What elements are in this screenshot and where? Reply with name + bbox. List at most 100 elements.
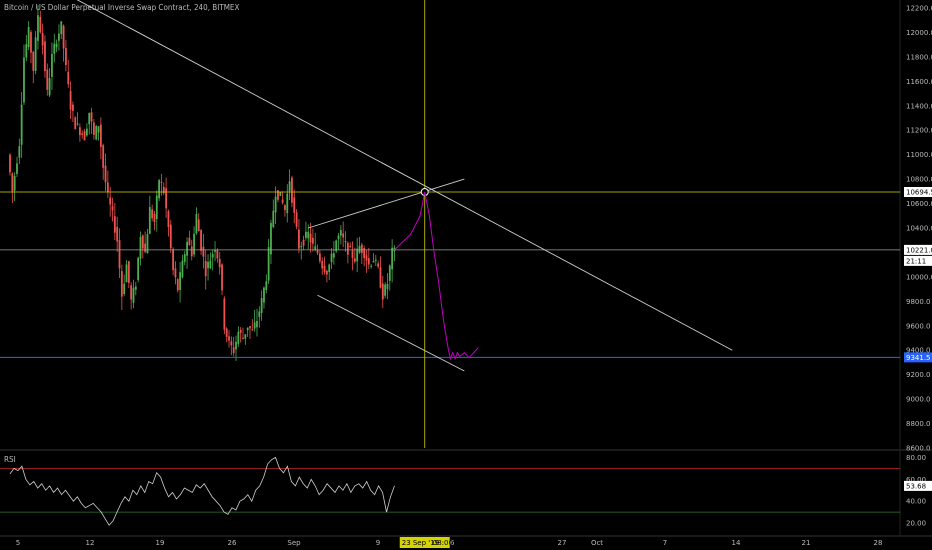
candle-body [125,264,128,283]
x-tick-label: 16 [446,539,455,547]
x-tick-label: Sep [287,539,301,547]
candle-body [37,15,39,41]
tag-bg [904,352,932,363]
candle-body [270,223,272,255]
candle-body [372,261,375,263]
y-tick-label: 9400.0 [906,347,931,355]
candle-body [95,126,98,140]
candle-body [111,206,114,211]
candle-body [256,320,258,328]
candle-body [230,341,233,346]
y-tick-label: 9200.0 [906,371,931,379]
candle-body [265,281,268,290]
y-tick-label: 11200.0 [906,127,932,135]
candle-body [374,259,377,261]
candle-body [148,207,151,234]
candle-body [235,341,237,350]
candle-body [281,199,284,203]
candle-body [228,336,230,341]
candle-body [181,260,184,278]
candle-body [381,283,384,300]
trendline-descending-resistance [76,0,733,351]
candle-body [186,241,188,256]
price-tags: 10694.5 10221.0 21:11 9341.5 53.68 23 Sep '19… [399,187,932,548]
candle-body [349,245,352,248]
x-tick-label: 9 [376,539,380,547]
y-tick-label: 12200.0 [906,5,932,13]
candle-body [151,209,154,219]
candle-body [316,249,319,254]
candle-body [237,331,240,344]
y-tick-label: 10800.0 [906,176,932,184]
candle-body [239,329,242,333]
candle-body [139,236,142,259]
candle-body [384,284,387,296]
candle-body [260,298,263,313]
rsi-y-tick-label: 60.00 [906,476,926,484]
candle-body [11,173,14,192]
y-tick-label: 11600.0 [906,78,932,86]
tag-bg [399,537,450,548]
tag-text: 10694.5 [906,189,932,197]
candle-body [46,69,49,90]
candle-body [32,51,35,71]
support-price-tag: 9341.5 [904,352,932,363]
rsi-y-tick-label: 40.00 [906,498,926,506]
candle-body [74,117,77,130]
x-tick-label: 7 [663,539,667,547]
candle-body [16,163,18,174]
candle-body [39,16,42,33]
projection-path [394,191,479,361]
candle-body [211,253,214,258]
candle-body [179,272,181,291]
candle-body [85,128,88,136]
trendline-channel-upper [308,178,465,229]
candle-body [370,265,373,267]
candle-body [102,145,105,168]
candle-body [223,298,226,330]
y-tick-label: 9600.0 [906,322,931,330]
candle-body [120,271,123,297]
candle-body [51,53,53,77]
candle-body [130,285,133,300]
candle-body [141,235,144,249]
candle-body [90,112,93,122]
candle-body [25,44,28,58]
y-tick-label: 8800.0 [906,420,931,428]
candle-body [274,196,277,213]
candle-body [232,347,235,353]
candle-body [388,265,391,281]
candle-body [321,261,324,269]
rsi-y-tick-label: 80.00 [906,454,926,462]
candle-body [158,180,161,199]
y-tick-label: 12000.0 [906,29,932,37]
candle-body [365,255,368,261]
candle-body [174,268,177,278]
candle-body [44,41,46,72]
tag-text: 10221.0 [906,246,932,254]
y-tick-label: 9000.0 [906,396,931,404]
candle-body [83,131,86,141]
candle-body [176,279,179,291]
candle-body [23,57,25,103]
candle-body [197,219,200,232]
candle-body [218,258,221,268]
candle-body [190,246,193,257]
candle-body [360,244,363,254]
candle-body [69,90,72,110]
candle-body [58,33,60,41]
candle-body [367,258,370,265]
candle-body [48,78,51,96]
candle-body [244,334,247,339]
x-tick-label: 14 [732,539,741,547]
candle-body [153,214,156,222]
x-tick-label: 26 [228,539,237,547]
candle-body [298,229,300,249]
candle-body [267,247,270,281]
candle-body [9,154,11,173]
candle-body [377,263,380,267]
candle-body [127,261,130,283]
candle-body [346,242,349,255]
candle-body [286,193,289,214]
